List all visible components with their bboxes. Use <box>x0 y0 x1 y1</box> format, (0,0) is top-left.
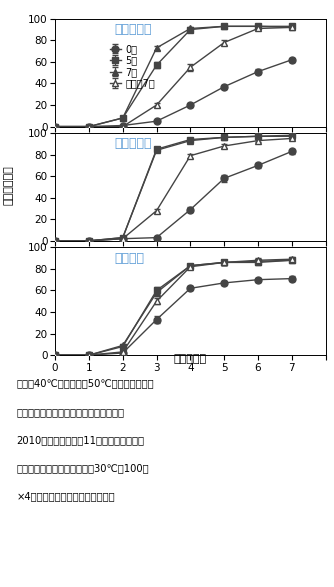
Text: 播種後日数: 播種後日数 <box>174 354 207 364</box>
Text: 図１　40℃育苗器と　50℃乾燥器処理が採: 図１ 40℃育苗器と 50℃乾燥器処理が採 <box>17 379 154 389</box>
Text: ひとめぼれ: ひとめぼれ <box>115 137 152 150</box>
Text: 種した秋における発芽率に与える影響。: 種した秋における発芽率に与える影響。 <box>17 407 125 417</box>
Text: 2010年産種子を同年11月に処理。図中の: 2010年産種子を同年11月に処理。図中の <box>17 435 145 445</box>
Text: 発芽率（％）: 発芽率（％） <box>3 165 13 205</box>
Legend: 0日, 5日, 7日, 乾燥剧7日: 0日, 5日, 7日, 乾燥剧7日 <box>109 43 156 89</box>
Text: 日数は処理日数。発芽試験は30℃、100粒: 日数は処理日数。発芽試験は30℃、100粒 <box>17 463 149 473</box>
Text: 萌えみのり: 萌えみのり <box>115 23 152 36</box>
Text: タカナリ: タカナリ <box>115 252 145 265</box>
Text: ×4反復で実施。バーは標準誤差。: ×4反復で実施。バーは標準誤差。 <box>17 491 115 501</box>
